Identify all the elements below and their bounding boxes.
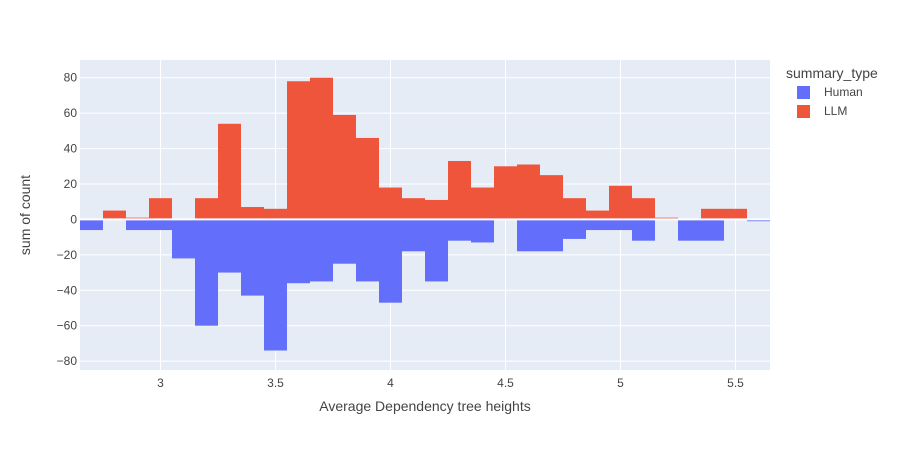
bar-llm: [701, 208, 724, 220]
bar-llm: [425, 199, 448, 220]
legend-title: summary_type: [786, 65, 878, 81]
bar-llm: [540, 175, 563, 220]
bar-human: [517, 219, 540, 252]
y-tick-label: −80: [57, 354, 78, 368]
y-axis-title: sum of count: [17, 175, 33, 255]
bar-human: [402, 219, 425, 252]
y-tick-label: −20: [57, 248, 78, 262]
bar-human: [149, 219, 172, 231]
bar-llm: [379, 187, 402, 220]
bar-human: [80, 219, 103, 231]
legend-swatch-human: [797, 86, 810, 99]
bar-llm: [264, 208, 287, 220]
bar-llm: [517, 164, 540, 220]
bar-llm: [471, 187, 494, 220]
bar-llm: [632, 198, 655, 220]
bar-human: [471, 219, 494, 243]
bar-llm: [448, 160, 471, 220]
x-tick-label: 5.5: [727, 376, 744, 390]
bar-llm: [103, 210, 126, 220]
y-tick-label: −40: [57, 283, 78, 297]
bar-llm: [402, 198, 425, 220]
bar-llm: [494, 166, 517, 220]
bar-human: [287, 219, 310, 284]
legend-label-llm: LLM: [824, 104, 847, 118]
bar-human: [241, 219, 264, 296]
y-tick-label: −60: [57, 319, 78, 333]
bar-llm: [241, 207, 264, 220]
bar-human: [448, 219, 471, 241]
bar-human: [172, 219, 195, 259]
x-axis-title: Average Dependency tree heights: [319, 398, 530, 414]
bar-human: [264, 219, 287, 351]
bar-llm: [195, 198, 218, 220]
x-tick-label: 3.5: [267, 376, 284, 390]
bar-human: [356, 219, 379, 282]
y-tick-label: 20: [64, 177, 78, 191]
y-tick-label: 60: [64, 106, 78, 120]
x-tick-label: 4: [387, 376, 394, 390]
x-tick-label: 3: [157, 376, 164, 390]
y-tick-label: 80: [64, 71, 78, 85]
bar-llm: [356, 137, 379, 220]
y-tick-label: 40: [64, 142, 78, 156]
bar-human: [379, 219, 402, 303]
bar-human: [540, 219, 563, 252]
bar-human: [678, 219, 701, 241]
x-tick-labels: 3 3.5 4 4.5 5 5.5: [157, 376, 744, 390]
bar-human: [632, 219, 655, 241]
bar-human: [586, 219, 609, 231]
legend-swatch-llm: [797, 105, 810, 118]
bar-llm: [333, 114, 356, 220]
bar-human: [126, 219, 149, 231]
bars: [80, 77, 770, 351]
bar-human: [218, 219, 241, 273]
bar-llm: [724, 208, 747, 220]
bar-human: [310, 219, 333, 282]
bar-human: [195, 219, 218, 326]
bar-human: [425, 219, 448, 282]
bar-llm: [310, 77, 333, 220]
bar-llm: [586, 210, 609, 220]
legend: summary_type Human LLM: [786, 65, 878, 118]
bar-llm: [563, 198, 586, 220]
y-tick-labels: −80 −60 −40 −20 0 20 40 60 80: [57, 71, 78, 368]
bar-human: [701, 219, 724, 241]
bar-human: [609, 219, 632, 231]
bar-llm: [149, 198, 172, 220]
y-tick-label: 0: [70, 212, 77, 226]
x-tick-label: 5: [617, 376, 624, 390]
bar-llm: [218, 123, 241, 220]
legend-label-human: Human: [824, 85, 863, 99]
bar-llm: [287, 81, 310, 220]
bar-human: [333, 219, 356, 264]
bar-human: [563, 219, 586, 239]
bar-llm: [609, 185, 632, 220]
x-tick-label: 4.5: [497, 376, 514, 390]
legend-items: Human LLM: [797, 85, 863, 118]
